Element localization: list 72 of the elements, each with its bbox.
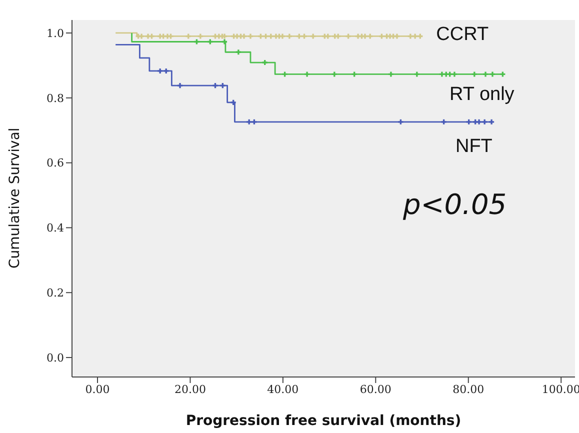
point — [466, 119, 472, 124]
point — [414, 72, 420, 77]
x-tick-label: 0.00 — [85, 382, 110, 396]
point — [489, 119, 494, 124]
point — [280, 34, 285, 39]
point — [208, 39, 213, 44]
y-tick-label: 0.0 — [46, 351, 64, 364]
point — [158, 68, 163, 74]
point — [398, 119, 404, 124]
point — [282, 72, 288, 77]
annotation: p<0.05 — [403, 188, 507, 221]
point — [310, 34, 316, 39]
series-label: RT only — [450, 84, 515, 106]
y-tick-label: 0.4 — [46, 222, 64, 235]
y-tick-label: 0.2 — [46, 286, 64, 300]
point — [164, 68, 169, 74]
point — [252, 119, 257, 124]
point — [500, 72, 506, 77]
y-tick-label: 0.6 — [46, 156, 64, 170]
point — [246, 119, 252, 124]
point — [258, 34, 264, 39]
point — [379, 34, 384, 39]
point — [490, 72, 495, 77]
point — [212, 83, 218, 88]
point — [198, 34, 203, 39]
x-axis-title: Progression free survival (months) — [186, 413, 462, 429]
point — [452, 72, 457, 77]
x-tick-label: 60.00 — [360, 382, 392, 396]
x-tick-label: 80.00 — [452, 382, 484, 396]
point — [368, 34, 373, 39]
point — [286, 34, 292, 39]
point — [304, 72, 310, 77]
point — [241, 34, 247, 39]
point — [332, 72, 337, 77]
point — [482, 119, 488, 124]
point — [394, 34, 400, 39]
point — [222, 39, 228, 44]
x-tick-label: 20.00 — [174, 382, 206, 396]
series-label: CCRT — [436, 24, 489, 46]
point — [483, 72, 488, 77]
point — [186, 34, 191, 39]
point — [441, 119, 446, 124]
point — [412, 34, 418, 39]
point — [220, 83, 226, 88]
point — [302, 34, 307, 39]
point — [472, 72, 477, 77]
point — [248, 34, 253, 39]
series-label: NFT — [455, 136, 493, 157]
point — [149, 34, 154, 39]
point — [408, 34, 413, 39]
point — [268, 34, 274, 39]
point — [352, 72, 357, 77]
point — [178, 83, 183, 88]
point — [236, 50, 241, 55]
point — [362, 34, 368, 39]
x-tick-label: 40.00 — [267, 382, 299, 396]
point — [325, 34, 330, 39]
y-tick-label: 1.0 — [46, 26, 64, 40]
point — [230, 100, 236, 105]
point — [476, 119, 482, 124]
point — [296, 34, 302, 39]
point — [418, 34, 423, 39]
point — [346, 34, 351, 39]
point — [168, 34, 174, 39]
point — [263, 34, 268, 39]
point — [388, 72, 394, 77]
point — [194, 39, 200, 44]
y-tick-label: 0.8 — [46, 92, 64, 105]
point — [262, 60, 268, 66]
point — [336, 34, 341, 39]
y-axis-title: Cumulative Survival — [6, 128, 23, 268]
point — [139, 34, 144, 39]
